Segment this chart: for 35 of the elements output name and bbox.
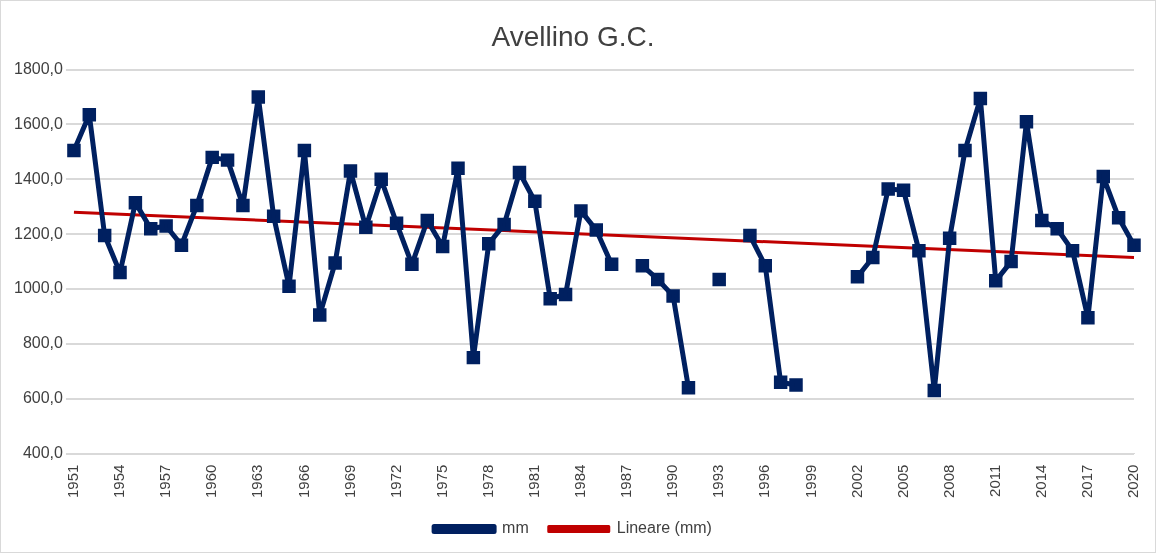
x-tick-label: 1960 <box>202 464 220 499</box>
x-tick-label: 1999 <box>801 464 819 499</box>
y-tick-label: 600,0 <box>22 389 64 407</box>
x-tick-label: 2017 <box>1078 464 1096 499</box>
y-tick-label: 1800,0 <box>14 60 64 78</box>
x-tick-label: 2014 <box>1031 464 1049 499</box>
x-tick-label: 1975 <box>432 464 450 499</box>
x-tick-label: 1966 <box>294 464 312 499</box>
x-tick-label: 1963 <box>248 464 266 499</box>
x-tick-label: 2011 <box>985 464 1003 497</box>
x-tick-label: 2002 <box>847 464 865 499</box>
x-tick-label: 1969 <box>340 464 358 499</box>
x-tick-label: 2005 <box>893 464 911 499</box>
x-tick-label: 1990 <box>663 464 681 499</box>
legend-label: Lineare (mm) <box>616 519 712 537</box>
x-tick-label: 1954 <box>110 464 128 499</box>
x-tick-label: 1993 <box>709 464 727 499</box>
x-tick-label: 1978 <box>478 464 496 499</box>
x-tick-label: 1987 <box>617 464 635 499</box>
y-tick-label: 400,0 <box>22 444 64 462</box>
x-tick-label: 1957 <box>156 464 174 499</box>
x-tick-label: 1996 <box>755 464 773 499</box>
y-tick-label: 1200,0 <box>14 224 64 242</box>
x-tick-label: 2020 <box>1124 464 1142 499</box>
x-tick-label: 1951 <box>64 464 82 499</box>
x-tick-label: 1972 <box>386 464 404 499</box>
x-tick-label: 1981 <box>524 464 542 499</box>
y-tick-label: 1000,0 <box>14 279 64 297</box>
x-tick-label: 1984 <box>571 464 589 499</box>
legend-label: mm <box>502 519 529 537</box>
y-tick-label: 1400,0 <box>14 169 64 187</box>
x-tick-label: 2008 <box>939 464 957 499</box>
y-tick-label: 800,0 <box>22 334 64 352</box>
y-tick-label: 1600,0 <box>14 114 64 132</box>
chart-title: Avellino G.C. <box>491 20 655 52</box>
